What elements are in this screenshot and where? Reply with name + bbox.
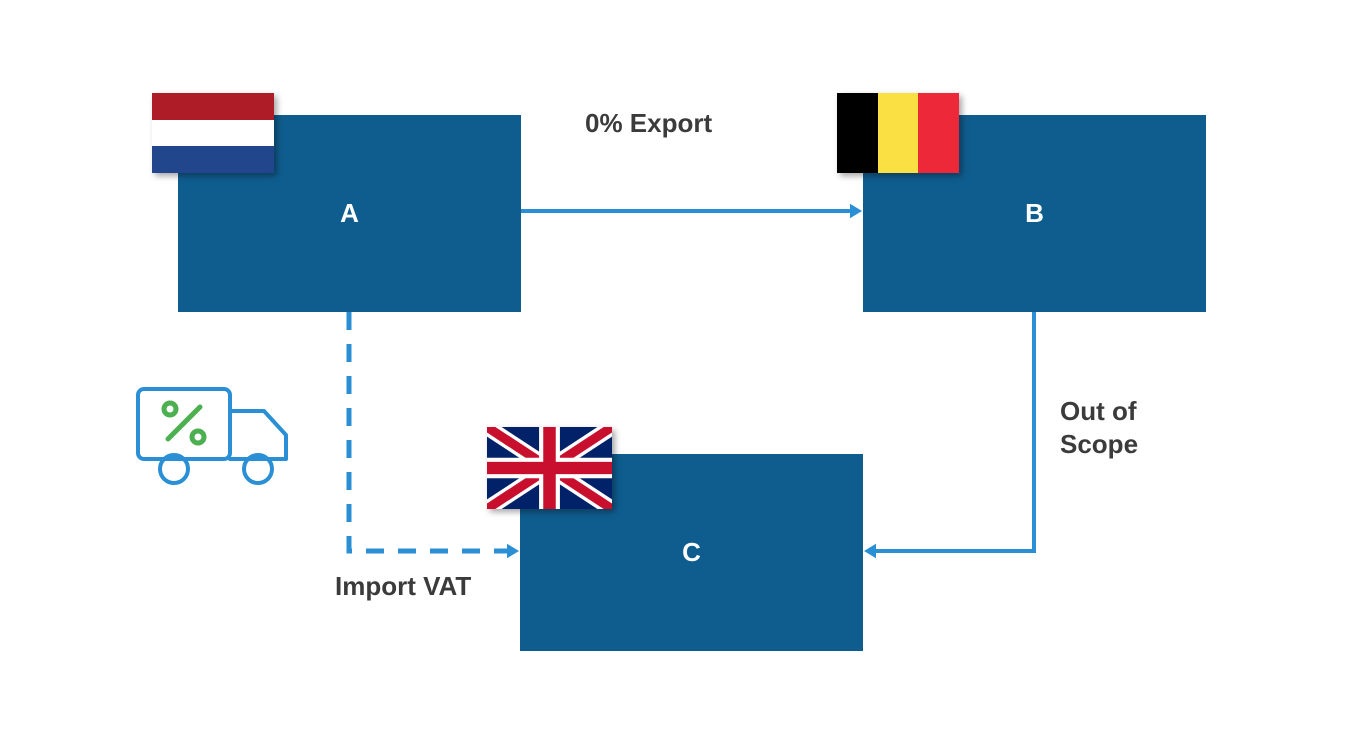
truck-icon <box>128 383 300 487</box>
diagram-canvas: { "canvas": { "width": 1348, "height": 7… <box>0 0 1348 746</box>
flag-belgium-icon <box>837 93 959 173</box>
flag-uk-icon <box>487 427 612 509</box>
flag-netherlands-icon <box>152 93 274 173</box>
edge-a-to-c-label: Import VAT <box>335 571 471 602</box>
